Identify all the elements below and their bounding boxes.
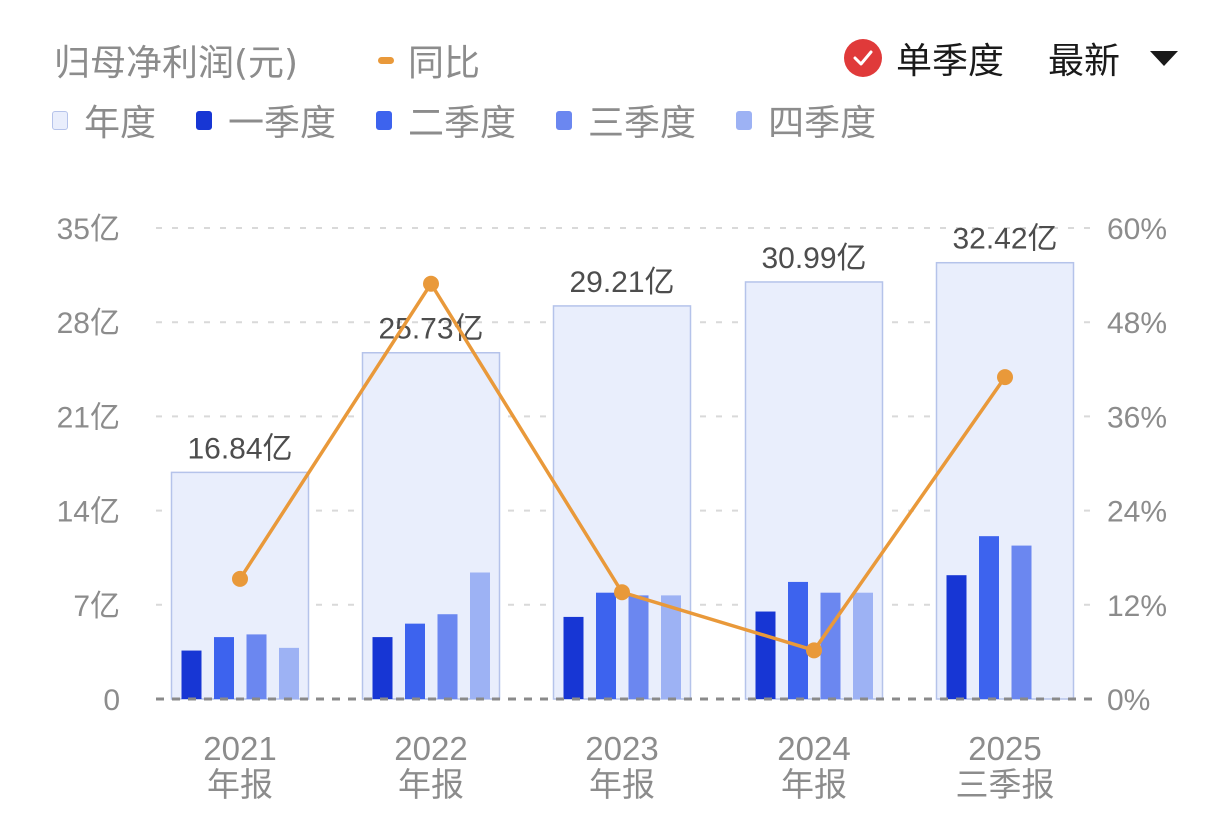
quarter-bar[interactable] bbox=[372, 637, 393, 699]
yoy-point[interactable] bbox=[232, 570, 248, 587]
x-tick-label: 2021 bbox=[203, 730, 276, 767]
annual-value-label: 16.84亿 bbox=[187, 432, 292, 465]
x-tick-label: 年报 bbox=[398, 766, 464, 803]
category-group[interactable]: 25.73亿 bbox=[361, 313, 501, 700]
yoy-point[interactable] bbox=[806, 642, 822, 659]
legend-item[interactable]: 一季度 bbox=[196, 94, 336, 146]
y-tick-right: 24% bbox=[1107, 496, 1167, 529]
yoy-point[interactable] bbox=[997, 369, 1013, 386]
yoy-point[interactable] bbox=[614, 584, 630, 601]
category-group[interactable]: 30.99亿 bbox=[744, 242, 884, 700]
quarter-bar[interactable] bbox=[788, 581, 808, 699]
single-quarter-label[interactable]: 单季度 bbox=[895, 41, 1004, 82]
quarter-bar[interactable] bbox=[437, 614, 458, 699]
annual-value-label: 29.21亿 bbox=[569, 266, 674, 299]
quarter-bar[interactable] bbox=[755, 611, 776, 699]
quarter-bar[interactable] bbox=[246, 634, 267, 699]
quarter-bar[interactable] bbox=[470, 572, 490, 699]
quarter-bar[interactable] bbox=[563, 616, 584, 699]
x-tick-label: 年报 bbox=[781, 766, 847, 803]
yoy-point[interactable] bbox=[423, 275, 439, 292]
single-quarter-checkbox[interactable] bbox=[843, 39, 882, 77]
quarter-bar[interactable] bbox=[979, 536, 999, 699]
y-tick-left: 14亿 bbox=[57, 496, 120, 529]
x-tick-label: 2022 bbox=[394, 730, 467, 767]
legend-label: 三季度 bbox=[588, 103, 697, 144]
y-tick-left: 7亿 bbox=[73, 590, 120, 623]
legend-label: 一季度 bbox=[228, 103, 337, 144]
line-swatch-icon bbox=[378, 56, 394, 64]
legend-item-yoy[interactable]: 同比 bbox=[378, 34, 480, 86]
quarter-bar[interactable] bbox=[279, 647, 299, 699]
x-tick-label: 三季报 bbox=[956, 766, 1055, 803]
x-tick-label: 年报 bbox=[207, 766, 273, 803]
y-tick-left: 28亿 bbox=[57, 307, 120, 340]
y-tick-left: 21亿 bbox=[57, 401, 120, 434]
x-tick-label: 年报 bbox=[589, 766, 655, 803]
y-tick-left: 35亿 bbox=[57, 213, 120, 246]
legend-swatch-icon bbox=[52, 110, 68, 130]
legend-label: 年度 bbox=[84, 103, 157, 144]
header-controls: 单季度 最新 bbox=[843, 30, 1184, 86]
annual-value-label: 32.42亿 bbox=[952, 223, 1057, 256]
chart-title: 归母净利润(元) bbox=[54, 43, 299, 84]
quarter-bar[interactable] bbox=[946, 575, 967, 699]
y-tick-right: 48% bbox=[1107, 307, 1167, 340]
quarter-bar[interactable] bbox=[1011, 545, 1032, 699]
y-tick-right: 12% bbox=[1107, 590, 1167, 623]
chart-header: 归母净利润(元) 同比 单季度 最新 bbox=[54, 30, 1184, 86]
sort-dropdown-label[interactable]: 最新 bbox=[1047, 41, 1120, 82]
legend-label: 二季度 bbox=[408, 103, 517, 144]
quarter-bar[interactable] bbox=[596, 592, 616, 699]
legend-item[interactable]: 年度 bbox=[52, 94, 156, 146]
quarter-bar[interactable] bbox=[405, 623, 425, 699]
quarter-bar[interactable] bbox=[181, 650, 202, 699]
y-tick-right: 36% bbox=[1107, 401, 1167, 434]
quarter-bar[interactable] bbox=[820, 592, 841, 699]
y-tick-right: 60% bbox=[1107, 213, 1167, 246]
legend-swatch-icon bbox=[196, 110, 213, 130]
x-tick-label: 2023 bbox=[585, 730, 658, 767]
y-tick-right: 0% bbox=[1107, 684, 1150, 717]
quarter-bar[interactable] bbox=[628, 595, 649, 699]
legend-item[interactable]: 四季度 bbox=[736, 94, 876, 146]
category-group[interactable]: 29.21亿 bbox=[552, 266, 692, 700]
quarter-bar[interactable] bbox=[214, 637, 234, 699]
legend-label: 四季度 bbox=[768, 103, 877, 144]
quarter-bar[interactable] bbox=[853, 592, 873, 699]
legend-swatch-icon bbox=[736, 110, 753, 130]
category-group[interactable]: 32.42亿 bbox=[935, 223, 1075, 700]
legend-label-yoy: 同比 bbox=[408, 43, 481, 84]
legend-swatch-icon bbox=[556, 110, 573, 130]
legend-swatch-icon bbox=[376, 110, 393, 130]
quarter-bar[interactable] bbox=[661, 595, 681, 699]
y-tick-left: 0 bbox=[103, 684, 120, 717]
x-tick-label: 2024 bbox=[777, 730, 850, 767]
category-group[interactable]: 16.84亿 bbox=[170, 432, 310, 700]
x-tick-label: 2025 bbox=[968, 730, 1041, 767]
legend-item[interactable]: 三季度 bbox=[556, 94, 696, 146]
checkmark-icon bbox=[853, 50, 873, 66]
legend-item[interactable]: 二季度 bbox=[376, 94, 516, 146]
dropdown-caret-icon[interactable] bbox=[1150, 50, 1178, 66]
annual-value-label: 30.99亿 bbox=[761, 242, 866, 275]
series-legend: 年度 一季度 二季度 三季度 四季度 bbox=[52, 94, 916, 146]
